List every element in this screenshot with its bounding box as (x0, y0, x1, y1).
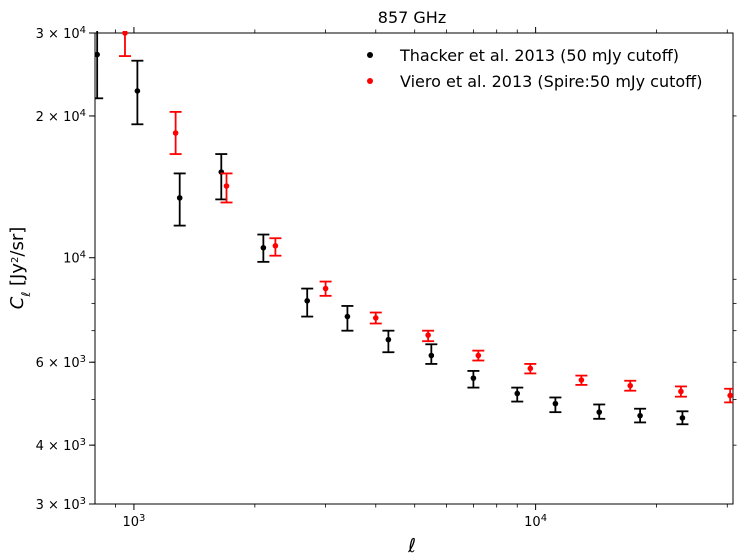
data-point (596, 409, 603, 415)
data-point (727, 392, 733, 399)
chart-title: 857 GHz (378, 8, 446, 27)
y-tick-label: 4 × 103 (36, 437, 86, 455)
data-layer (95, 31, 733, 426)
data-point (678, 388, 684, 395)
legend-label: Viero et al. 2013 (Spire:50 mJy cutoff) (400, 72, 702, 91)
legend-marker (367, 52, 373, 58)
x-axis-label: ℓ (407, 535, 416, 557)
x-tick-label: 104 (524, 513, 547, 531)
data-point (223, 183, 230, 189)
series-2 (118, 31, 733, 404)
y-tick-label: 3 × 104 (36, 25, 86, 43)
data-point (514, 390, 521, 397)
data-point (134, 88, 141, 94)
x-tick-label: 103 (122, 513, 145, 531)
y-tick-label: 3 × 103 (36, 496, 86, 514)
plot-area (94, 31, 734, 505)
data-point (679, 415, 686, 421)
data-point (176, 195, 183, 201)
y-axis-label: Cℓ [Jy2/sr] (7, 227, 33, 310)
data-point (304, 298, 311, 304)
y-axis-label-text: Cℓ [Jy2/sr] (7, 227, 33, 310)
data-point (578, 377, 585, 383)
legend-marker (367, 78, 373, 84)
data-point (172, 130, 179, 136)
series-1 (95, 31, 689, 426)
data-point (425, 332, 431, 338)
data-point (122, 31, 128, 36)
y-tick-label: 104 (63, 249, 86, 267)
data-point (372, 315, 379, 321)
data-point (470, 375, 477, 381)
data-point (627, 382, 634, 389)
data-point (385, 336, 392, 343)
x-axis-ticks: 103 104 (115, 27, 728, 531)
data-point (322, 285, 329, 292)
y-axis-ticks: 3 × 103 4 × 103 6 × 103 104 2 × 104 3 × 104 (36, 25, 737, 514)
data-point (475, 352, 482, 359)
data-point (272, 243, 279, 249)
data-point (260, 244, 267, 251)
data-point (527, 365, 534, 372)
data-point (552, 400, 559, 407)
plot-frame (94, 32, 734, 505)
legend-label: Thacker et al. 2013 (50 mJy cutoff) (399, 46, 679, 65)
legend: Thacker et al. 2013 (50 mJy cutoff) Viero… (367, 46, 702, 91)
y-tick-label: 2 × 104 (36, 107, 86, 125)
data-point (344, 313, 351, 320)
data-point (637, 412, 643, 419)
y-tick-label: 6 × 103 (36, 354, 86, 372)
data-point (95, 51, 100, 58)
data-point (428, 352, 435, 359)
